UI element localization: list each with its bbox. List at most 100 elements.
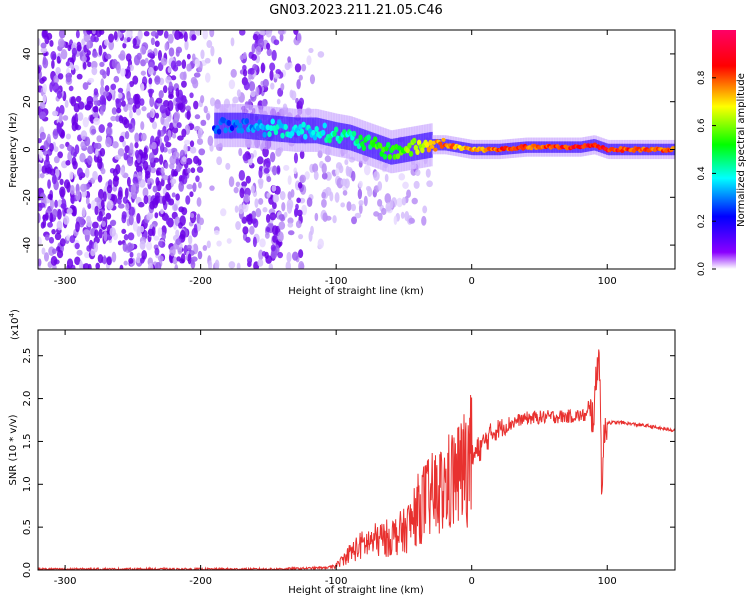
spectrogram-cell — [364, 196, 368, 206]
spectrogram-cell — [297, 33, 302, 44]
spectrogram-cell — [106, 126, 112, 136]
spectrogram-cell — [75, 190, 80, 200]
x-tick-label: -200 — [189, 576, 212, 587]
spectrogram-cell — [206, 40, 212, 48]
signal-cell — [303, 134, 307, 140]
spectrogram-cell — [155, 195, 160, 204]
spectrogram-cell — [367, 187, 372, 197]
spectrogram-cell — [92, 171, 98, 181]
spectrogram-cell — [87, 61, 91, 67]
spectrogram-cell — [72, 157, 77, 166]
spectrogram-cell — [141, 106, 146, 111]
spectrogram-cell — [193, 101, 198, 110]
spectrogram-cell — [229, 80, 235, 90]
spectrogram-cell — [182, 99, 188, 105]
signal-cell — [383, 154, 387, 160]
spectrogram-cell — [177, 103, 181, 110]
spectrogram-cell — [175, 230, 179, 238]
spectrogram-cell — [40, 173, 45, 178]
spectrogram-cell — [54, 146, 59, 152]
signal-cell — [321, 130, 325, 136]
spectrogram-cell — [143, 161, 149, 171]
spectrogram-cell — [385, 193, 392, 204]
spectrogram-cell — [158, 255, 164, 261]
spectrogram-cell — [91, 129, 96, 135]
signal-cell — [223, 127, 227, 133]
spectrogram-cell — [126, 91, 131, 101]
spectrogram-cell — [78, 101, 85, 110]
spectrogram-cell — [325, 156, 331, 163]
spectrogram-cell — [51, 229, 56, 234]
signal-cell — [358, 134, 362, 140]
spectrogram-cell — [186, 158, 193, 165]
spectrogram-cell — [176, 88, 180, 98]
spectrogram-cell — [124, 234, 129, 240]
spectrogram-cell — [377, 181, 382, 191]
spectrogram-cell — [191, 77, 197, 85]
spectrogram-cell — [58, 73, 63, 80]
spectrogram-cell — [146, 241, 152, 250]
signal-cell — [409, 151, 413, 157]
spectrogram-cell — [100, 78, 104, 87]
y-tick-label: 1.5 — [22, 433, 33, 449]
spectrogram-cell — [421, 216, 426, 226]
spectrogram-cell — [265, 232, 270, 239]
spectrogram-cell — [257, 259, 263, 267]
spectrogram-cell — [50, 199, 54, 210]
spectrogram-cell — [49, 40, 53, 47]
spectrogram-cell — [238, 204, 243, 215]
spectrogram-cell — [67, 258, 73, 268]
spectrogram-cell — [229, 176, 235, 187]
spectrogram-cell — [270, 83, 274, 90]
spectrogram-cell — [280, 83, 284, 91]
spectrogram-cell — [176, 238, 182, 245]
spectrogram-cell — [48, 194, 53, 200]
spectrogram-cell — [66, 133, 71, 139]
spectrogram-cell — [171, 169, 175, 177]
spectrogram-cell — [67, 208, 73, 215]
spectrogram-cell — [283, 165, 289, 171]
spectrogram-cell — [99, 45, 103, 56]
signal-cell — [362, 145, 366, 151]
signal-cell — [366, 134, 370, 140]
signal-cell — [433, 148, 437, 152]
spectrogram-cell — [200, 49, 204, 59]
spectrogram-cell — [198, 181, 202, 188]
spectrogram-cell — [232, 96, 239, 103]
y-tick-label: 0.5 — [22, 519, 33, 535]
spectrogram-cell — [92, 106, 97, 112]
spectrogram-cell — [294, 208, 298, 217]
spectrogram-cell — [250, 91, 255, 98]
spectrogram-cell — [154, 236, 160, 241]
spectrogram-cell — [57, 123, 62, 134]
spectrogram-cell — [77, 167, 83, 177]
signal-cell — [314, 126, 318, 132]
spectrogram-cell — [351, 171, 355, 182]
spectrogram-cell — [66, 73, 72, 83]
spectrogram-cell — [77, 45, 82, 51]
spectrogram-cell — [57, 56, 61, 64]
spectrogram-cell — [101, 221, 106, 227]
spectrogram-cell — [401, 212, 405, 219]
spectrogram-cell — [112, 141, 119, 148]
spectrogram-cell — [63, 115, 69, 121]
spectrogram-cell — [168, 67, 172, 73]
spectrogram-cell — [190, 140, 194, 147]
spectrogram-cell — [78, 112, 84, 121]
spectrogram-cell — [294, 153, 298, 164]
spectrogram-cell — [298, 234, 303, 239]
spectrogram-cell — [262, 207, 267, 212]
spectrogram-cell — [49, 213, 53, 223]
spectrogram-cell — [113, 176, 119, 182]
spectrogram-cell — [277, 99, 281, 105]
spectrogram-cell — [60, 238, 66, 246]
spectrogram-cell — [187, 54, 191, 60]
spectrogram-cell — [414, 181, 420, 189]
y-tick-label: 40 — [22, 48, 33, 61]
spectrogram-cell — [176, 60, 182, 66]
spectrogram-cell — [52, 248, 57, 254]
spectrogram-cell — [243, 69, 247, 77]
spectrogram-cell — [351, 204, 356, 211]
spectrogram-cell — [93, 112, 99, 118]
spectrogram-cell — [255, 46, 261, 55]
